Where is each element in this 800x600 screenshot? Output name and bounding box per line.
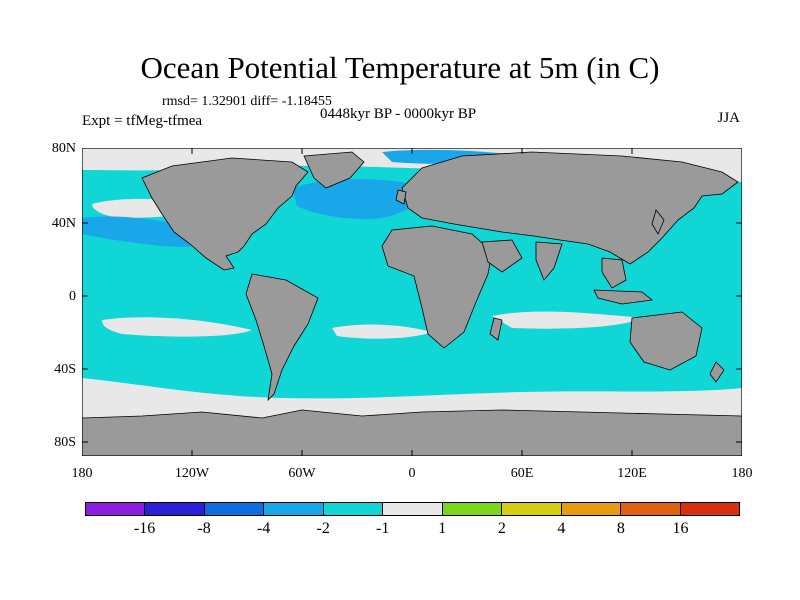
lon-label-180-right: 180 bbox=[731, 466, 753, 481]
colorbar bbox=[85, 502, 740, 516]
new-zealand bbox=[709, 361, 725, 383]
colorbar-segment bbox=[502, 503, 562, 515]
colorbar-label: -4 bbox=[256, 520, 271, 537]
lon-label-120w: 120W bbox=[174, 466, 210, 481]
colorbar-segment bbox=[86, 503, 146, 515]
colorbar-label: 2 bbox=[497, 520, 506, 537]
lat-label-40s: 40S bbox=[54, 362, 76, 377]
japan bbox=[651, 209, 665, 235]
madagascar bbox=[489, 317, 503, 341]
africa bbox=[381, 225, 493, 349]
lon-label-180-left: 180 bbox=[71, 466, 93, 481]
colorbar-label: 4 bbox=[557, 520, 566, 537]
australia bbox=[629, 311, 703, 371]
land bbox=[82, 151, 742, 456]
map-title: Ocean Potential Temperature at 5m (in C) bbox=[140, 50, 660, 85]
colorbar-label: -8 bbox=[197, 520, 211, 537]
atlantic-neutral-south bbox=[332, 324, 432, 339]
colorbar-segment bbox=[680, 503, 739, 515]
colorbar-segment bbox=[383, 503, 443, 515]
colorbar-label: -2 bbox=[316, 520, 330, 537]
lon-label-60w: 60W bbox=[288, 466, 316, 481]
greenland bbox=[303, 151, 365, 189]
colorbar-label: 1 bbox=[438, 520, 447, 537]
colorbar-label: 8 bbox=[616, 520, 625, 537]
eurasia bbox=[401, 151, 739, 265]
colorbar-segment bbox=[264, 503, 324, 515]
colorbar-segment bbox=[621, 503, 681, 515]
lon-label-120e: 120E bbox=[617, 466, 647, 481]
southeast-asia bbox=[601, 257, 627, 289]
lat-label-80n: 80N bbox=[51, 141, 76, 156]
colorbar-label: -16 bbox=[133, 520, 156, 537]
rmsd-diff-stats: rmsd= 1.32901 diff= -1.18455 bbox=[162, 94, 332, 109]
indian-neutral bbox=[492, 311, 642, 329]
pacific-neutral-south bbox=[102, 317, 252, 337]
lat-label-80s: 80S bbox=[54, 435, 76, 450]
arabia bbox=[481, 239, 523, 273]
latitude-ticks bbox=[82, 148, 742, 443]
lon-label-0: 0 bbox=[408, 466, 416, 481]
antarctica bbox=[82, 409, 742, 456]
india bbox=[535, 241, 563, 281]
lon-label-60e: 60E bbox=[510, 466, 534, 481]
colorbar-label: 16 bbox=[672, 520, 689, 537]
colorbar-segment bbox=[561, 503, 622, 515]
indonesia bbox=[593, 289, 653, 305]
uk bbox=[395, 189, 407, 205]
north-atlantic-cooler bbox=[292, 179, 421, 220]
colorbar-label: -1 bbox=[376, 520, 390, 537]
north-america bbox=[141, 157, 309, 271]
colorbar-segment bbox=[204, 503, 265, 515]
longitude-ticks bbox=[191, 148, 633, 456]
lat-label-0: 0 bbox=[69, 289, 76, 304]
world-map bbox=[82, 148, 742, 456]
time-period: 0448kyr BP - 0000kyr BP bbox=[320, 106, 477, 122]
experiment-label: Expt = tfMeg-tfmea bbox=[82, 113, 203, 129]
colorbar-segment bbox=[323, 503, 384, 515]
colorbar-segment bbox=[442, 503, 503, 515]
season-label: JJA bbox=[717, 110, 740, 126]
colorbar-segment bbox=[145, 503, 205, 515]
south-america bbox=[245, 273, 319, 402]
lat-label-40n: 40N bbox=[51, 216, 76, 231]
